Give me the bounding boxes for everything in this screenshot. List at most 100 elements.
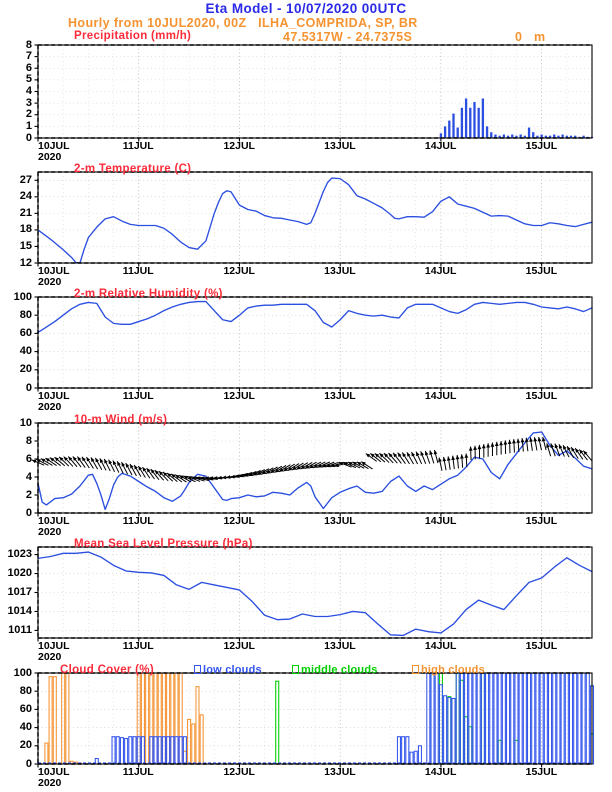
wind-barb-head: [158, 471, 164, 476]
precipitation-bar: [439, 133, 443, 138]
x-axis-tick-label: 13JUL: [324, 140, 356, 152]
y-axis-tick-label: 1: [25, 119, 32, 132]
x-axis-tick-label: 14JUL: [424, 140, 457, 152]
precipitation-bar: [452, 113, 455, 138]
wind-barb-head: [54, 457, 59, 462]
precipitation-bar: [548, 135, 552, 138]
precipitation-bar: [527, 127, 531, 138]
series-line-pressure: [37, 551, 593, 637]
wind-barb-head: [104, 459, 108, 464]
precipitation-bar: [460, 107, 464, 138]
wind-barb-head: [221, 475, 227, 480]
wind-barb-head: [374, 453, 380, 458]
precipitation-bar: [473, 101, 476, 138]
wind-barb-head: [278, 468, 284, 472]
cloud-bar-low: [485, 672, 490, 765]
cloud-bar-low: [170, 736, 175, 765]
x-axis-tick-label: 11JUL: [122, 140, 154, 152]
cloud-bar-low: [510, 672, 515, 765]
panel-title-wind: 10-m Wind (m/s): [74, 414, 168, 426]
wind-barb-head: [464, 453, 469, 458]
precipitation-bar: [448, 120, 451, 138]
precipitation-bar: [519, 134, 522, 138]
plot-frame-wind: [37, 422, 593, 514]
precipitation-bar: [569, 135, 573, 138]
wind-barb-head: [507, 439, 512, 444]
cloud-bar-low: [430, 672, 435, 765]
y-axis-tick-label: 80: [19, 684, 32, 697]
wind-barb-head: [175, 474, 180, 479]
cloud-bar-low: [573, 672, 578, 765]
cloud-bar-low: [447, 697, 452, 765]
x-axis-tick-label: 12JUL: [223, 515, 255, 527]
wind-barb-head: [339, 462, 344, 466]
wind-barb-head: [325, 463, 331, 468]
cloud-bar-high: [191, 723, 196, 765]
cloud-bar-high: [195, 686, 200, 765]
cloud-bar-low: [111, 736, 116, 765]
wind-barb-head: [429, 450, 433, 455]
precipitation-bar: [485, 126, 489, 138]
legend-label-low-clouds: low clouds: [203, 664, 262, 676]
wind-barb-head: [134, 464, 138, 470]
wind-barb-head: [252, 471, 258, 476]
wind-barb-head: [370, 453, 375, 458]
y-axis-tick-label: 21: [19, 206, 32, 219]
wind-barb-head: [108, 459, 113, 465]
cloud-bar-low: [493, 672, 498, 765]
cloud-bar-low: [577, 672, 582, 765]
cloud-bar-low: [434, 672, 439, 765]
wind-barb-head: [95, 457, 100, 463]
wind-barb-head: [533, 437, 538, 442]
wind-barb-head: [183, 475, 188, 480]
cloud-bar-low: [501, 672, 506, 765]
cloud-bar-low: [585, 672, 590, 765]
wind-barb-head: [347, 462, 353, 466]
y-axis-tick-label: 20: [19, 739, 32, 752]
cloud-bar-low: [547, 672, 553, 765]
precipitation-bar: [498, 135, 501, 138]
y-axis-tick-label: 1023: [7, 548, 32, 561]
wind-barb-head: [308, 464, 314, 469]
wind-barb-head: [365, 453, 371, 458]
wind-barb-head: [77, 456, 82, 462]
wind-barb-head: [579, 449, 584, 454]
x-axis-tick-label: 11JUL: [122, 265, 154, 277]
x-axis-tick-label: 10JUL: [38, 265, 70, 277]
x-axis-tick-label: 12JUL: [223, 140, 255, 152]
precipitation-bar: [456, 127, 459, 138]
wind-barb-head: [516, 438, 521, 443]
wind-barb-head: [446, 456, 451, 461]
wind-barb-head: [494, 441, 499, 446]
wind-barb-head: [455, 455, 460, 460]
x-axis-year-label: 2020: [38, 276, 62, 288]
y-axis-tick-label: 7: [25, 50, 32, 63]
cloud-bar-low: [472, 672, 477, 765]
wind-barb-head: [558, 444, 563, 449]
wind-barb-head: [383, 453, 389, 458]
legend-swatch-high-clouds: [412, 665, 419, 674]
wind-barb-head: [248, 472, 253, 476]
panel-precipitation: [38, 45, 594, 138]
wind-barb-head: [402, 452, 407, 457]
x-axis-tick-label: 13JUL: [324, 515, 356, 527]
wind-barb-head: [473, 445, 477, 450]
cloud-bar-low: [128, 736, 133, 765]
x-axis-tick-label: 15JUL: [525, 766, 558, 778]
wind-barb-head: [213, 476, 218, 480]
x-axis-tick-label: 15JUL: [525, 390, 558, 402]
x-axis-tick-label: 12JUL: [223, 265, 255, 277]
y-axis-tick-label: 100: [13, 290, 32, 303]
cloud-bar-low: [568, 672, 574, 765]
wind-barb-head: [481, 444, 486, 449]
wind-barb-head: [317, 464, 323, 468]
precipitation-bar: [469, 107, 472, 138]
cloud-bar-low: [539, 672, 544, 765]
precipitation-bar: [443, 126, 447, 138]
cloud-bar-low: [468, 672, 473, 765]
wind-barb-head: [575, 448, 580, 453]
precipitation-bar: [540, 134, 543, 138]
wind-barb-head: [162, 472, 168, 477]
x-axis-tick-label: 12JUL: [223, 640, 255, 652]
x-axis-year-label: 2020: [38, 401, 62, 413]
